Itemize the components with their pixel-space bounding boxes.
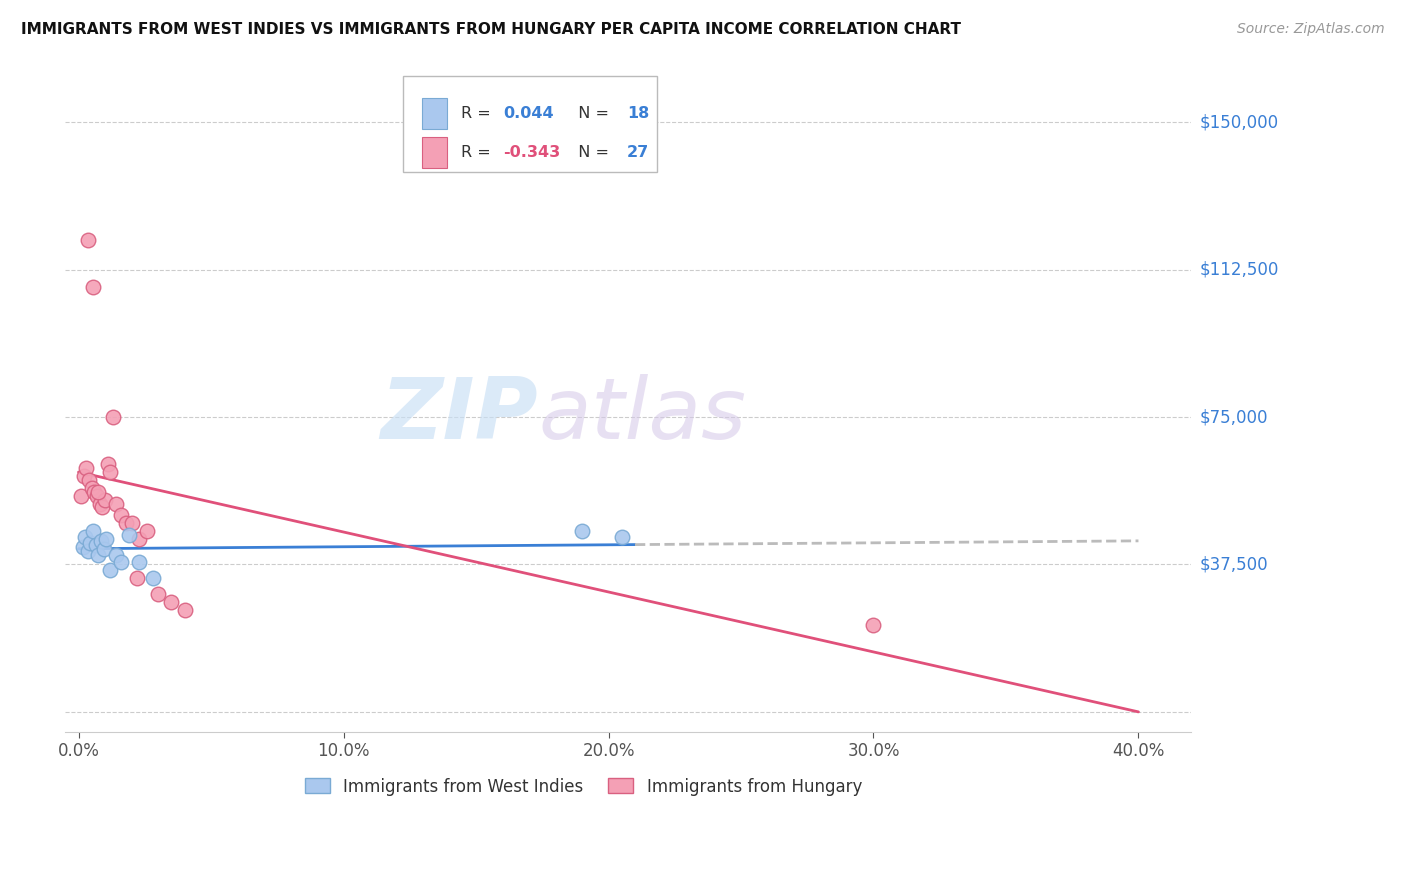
Point [160, 595, 183, 609]
Text: ZIP: ZIP [381, 374, 538, 457]
Text: $112,500: $112,500 [1199, 260, 1279, 278]
Point [173, 602, 195, 616]
Point [94, 492, 117, 507]
Text: 18: 18 [627, 106, 650, 120]
Point [136, 524, 159, 538]
Point [76, 543, 98, 558]
Text: 0.044: 0.044 [503, 106, 554, 120]
Point [96, 532, 118, 546]
Point [104, 496, 127, 510]
Text: IMMIGRANTS FROM WEST INDIES VS IMMIGRANTS FROM HUNGARY PER CAPITA INCOME CORRELA: IMMIGRANTS FROM WEST INDIES VS IMMIGRANT… [21, 22, 962, 37]
Point [98, 563, 121, 577]
Point [86, 489, 108, 503]
Text: $75,000: $75,000 [1199, 408, 1268, 426]
Text: R =: R = [461, 106, 495, 120]
Text: N =: N = [568, 106, 613, 120]
Point [98, 465, 121, 479]
Point [128, 532, 150, 546]
Bar [422, 97, 447, 129]
Text: -0.343: -0.343 [503, 145, 561, 160]
Point [82, 524, 104, 538]
Point [610, 530, 633, 544]
Point [93, 541, 115, 556]
Point [75, 530, 97, 544]
Point [91, 500, 114, 515]
Point [121, 516, 143, 531]
Text: $150,000: $150,000 [1199, 113, 1278, 131]
Point [110, 556, 132, 570]
Point [104, 548, 127, 562]
Point [146, 587, 169, 601]
FancyBboxPatch shape [404, 77, 657, 172]
Legend: Immigrants from West Indies, Immigrants from Hungary: Immigrants from West Indies, Immigrants … [298, 771, 869, 802]
Point [125, 571, 148, 585]
Text: R =: R = [461, 145, 495, 160]
Text: 27: 27 [627, 145, 650, 160]
Point [80, 481, 103, 495]
Point [115, 516, 138, 531]
Point [101, 410, 124, 425]
Point [118, 528, 141, 542]
Bar [422, 136, 447, 169]
Point [87, 484, 110, 499]
Point [90, 533, 112, 548]
Point [89, 496, 111, 510]
Point [76, 461, 98, 475]
Point [77, 473, 100, 487]
Point [571, 524, 593, 538]
Point [70, 489, 93, 503]
Point [110, 508, 132, 523]
Point [84, 538, 107, 552]
Point [79, 536, 101, 550]
Text: atlas: atlas [538, 374, 747, 457]
Point [142, 571, 165, 585]
Point [76, 233, 98, 247]
Point [72, 540, 94, 554]
Point [83, 484, 105, 499]
Text: N =: N = [568, 145, 613, 160]
Point [128, 556, 150, 570]
Text: $37,500: $37,500 [1199, 556, 1268, 574]
Point [87, 548, 110, 562]
Point [73, 469, 96, 483]
Point [97, 457, 120, 471]
Text: Source: ZipAtlas.com: Source: ZipAtlas.com [1237, 22, 1385, 37]
Point [82, 280, 104, 294]
Point [862, 618, 884, 632]
